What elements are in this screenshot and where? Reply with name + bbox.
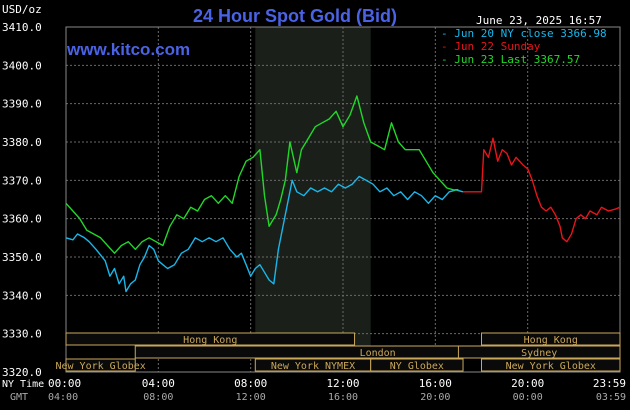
y-tick-label: 3400.0 [2,59,42,72]
y-tick-label: 3390.0 [2,98,42,111]
session-bar [65,332,356,346]
session-layer: Hong Kong London New York Globex New York N… [55,332,621,372]
x-tick-label-gmt: 04:00 [48,392,78,403]
session-label: Hong Kong [524,335,578,346]
gmt-label: GMT [10,392,28,403]
session-label: London [360,348,396,359]
x-tick-label-gmt: 16:00 [328,392,358,403]
y-axis-unit: USD/oz [2,3,42,16]
y-tick-label: 3320.0 [2,366,42,379]
x-tick-label-gmt: 12:00 [236,392,266,403]
x-tick-label-ny: 08:00 [234,377,267,390]
series-line-1 [463,137,621,243]
legend-item-jun23: - Jun 23 Last 3367.57 [441,53,580,66]
x-tick-label-gmt: 08:00 [143,392,173,403]
legend-item-jun22: - Jun 22 Sunday [441,40,541,53]
plot-frame [65,26,621,373]
y-tick-label: 3350.0 [2,251,42,264]
session-label: Hong Kong [183,335,237,346]
session-bar [481,332,621,346]
y-tick-label: 3330.0 [2,328,42,341]
x-tick-label-gmt: 03:59 [596,392,626,403]
x-tick-label-ny: 00:00 [48,377,81,390]
nymex-highlight-band [255,27,371,372]
session-bar [481,358,621,372]
session-label: New York Globex [55,361,145,372]
session-bar [370,358,464,372]
session-label: NY Globex [390,361,444,372]
x-tick-label-gmt: 20:00 [420,392,450,403]
x-tick-label-ny: 12:00 [326,377,359,390]
y-tick-label: 3410.0 [2,21,42,34]
x-tick-label-ny: 16:00 [419,377,452,390]
series-line-2 [65,95,459,254]
session-label: Sydney [521,348,557,359]
session-bar [65,358,136,372]
x-tick-label-ny: 04:00 [142,377,175,390]
x-tick-label-gmt: 00:00 [513,392,543,403]
y-tick-label: 3370.0 [2,174,42,187]
x-axis-ticks: 00:00 04:00 04:00 08:00 08:00 12:00 12:00 16:00… [48,377,626,403]
legend-item-jun20: - Jun 20 NY close 3366.98 [441,27,607,40]
y-tick-label: 3380.0 [2,136,42,149]
x-tick-label-ny: 23:59 [593,377,626,390]
session-label: New York NYMEX [271,361,355,372]
chart-title: 24 Hour Spot Gold (Bid) [193,6,397,26]
session-bar [457,345,621,359]
y-tick-label: 3360.0 [2,213,42,226]
x-tick-label-ny: 20:00 [511,377,544,390]
y-axis-ticks: 3320.0 3330.0 3340.0 3350.0 3360.0 3370.0 3380… [2,21,42,379]
series-line-0 [65,175,464,293]
grid-layer [65,26,621,373]
series-layer [65,95,621,293]
session-label: New York Globex [506,361,596,372]
highlight-layer [255,27,371,372]
chart-date: June 23, 2025 16:57 [476,14,602,27]
site-link[interactable]: www.kitco.com [66,40,190,59]
ny-time-label: NY Time [2,379,44,390]
y-tick-label: 3340.0 [2,289,42,302]
